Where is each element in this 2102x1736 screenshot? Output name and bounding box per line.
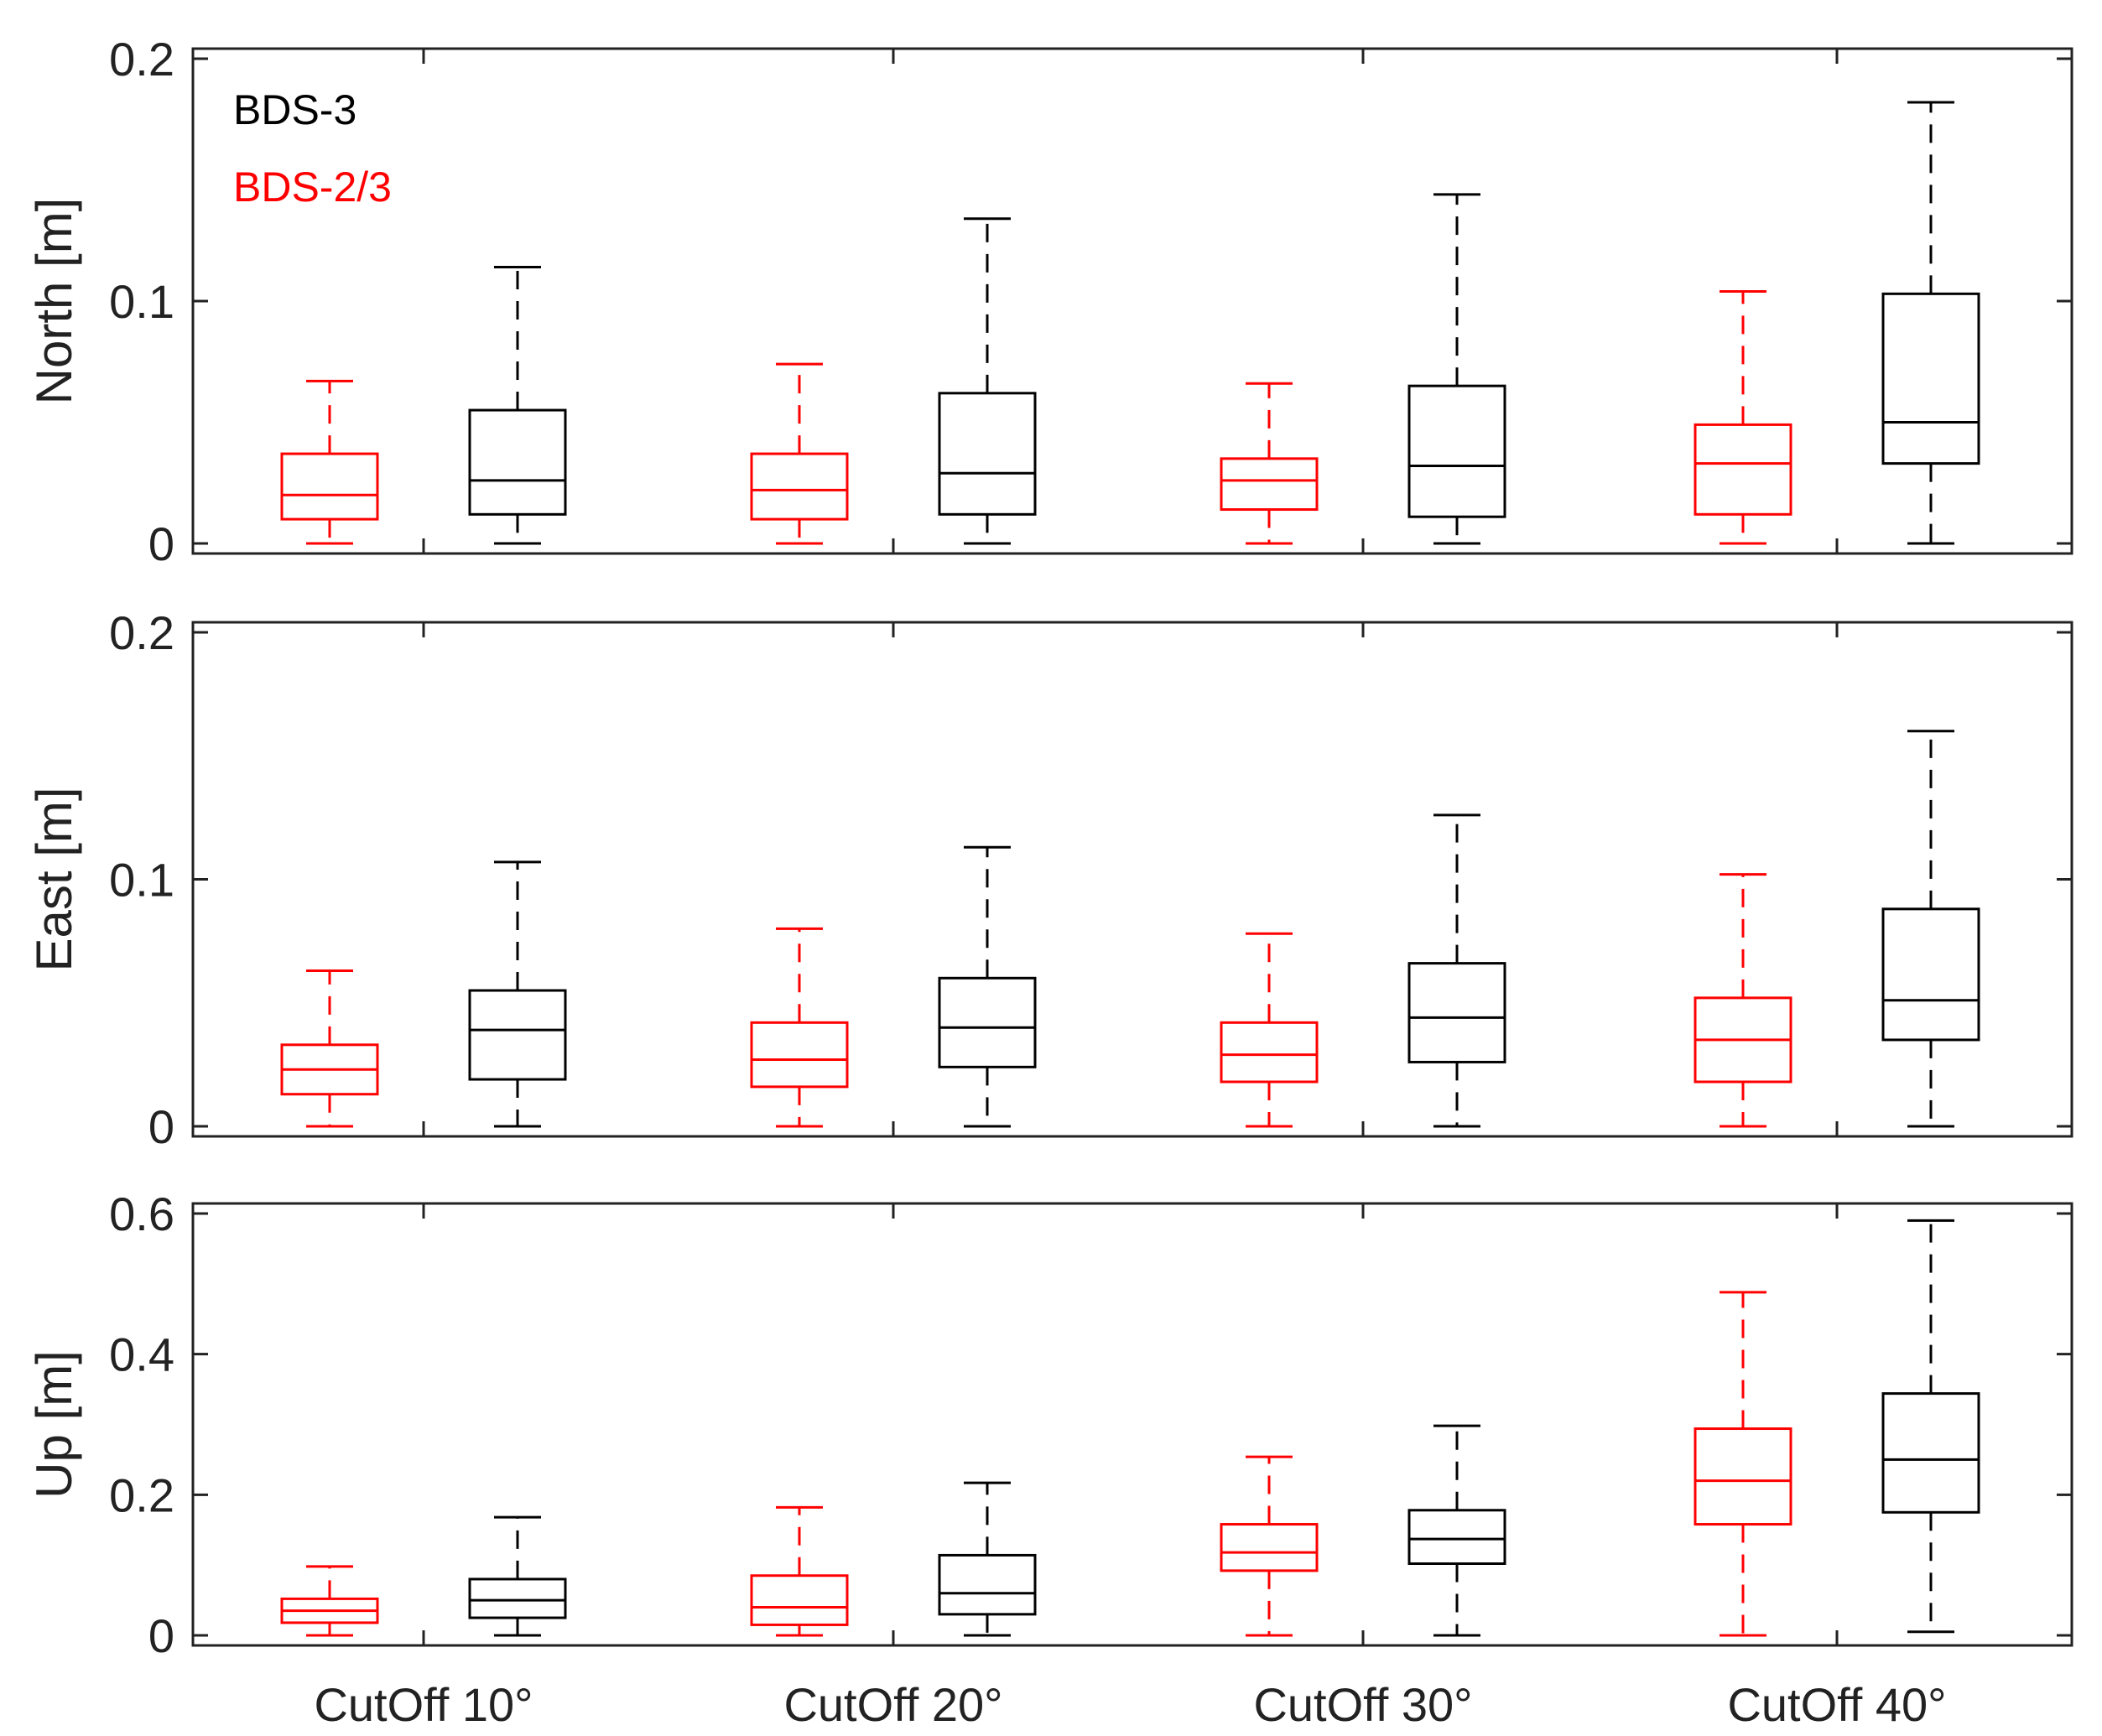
iqr-box: [468, 1577, 567, 1619]
y-tick-label: 0.4: [109, 1328, 174, 1381]
box-bds-3-4: [1881, 101, 1980, 545]
iqr-box: [1220, 457, 1319, 512]
iqr-box: [1694, 1427, 1792, 1526]
box-bds-2-3-1: [280, 1565, 379, 1637]
panel-3: 0 0.2 0.4 0.6 Up [m] CutOff 10° CutOff 20° CutO…: [26, 1188, 2073, 1731]
iqr-box: [1881, 1392, 1980, 1514]
legend-entry-bds23: BDS-2/3: [233, 164, 392, 211]
x-tick-label: CutOff 40°: [1727, 1678, 1946, 1731]
iqr-box: [1407, 384, 1506, 518]
box-bds-2-3-4: [1694, 289, 1792, 545]
iqr-box: [1407, 962, 1506, 1063]
box-bds-3-4: [1881, 730, 1980, 1128]
iqr-box: [750, 1021, 849, 1089]
y-tick-label: 0.1: [109, 275, 174, 328]
iqr-box: [280, 452, 379, 521]
box-bds-3-4: [1881, 1219, 1980, 1634]
box-bds-3-3: [1407, 1424, 1506, 1637]
iqr-box: [1881, 292, 1980, 465]
iqr-box: [750, 452, 849, 521]
legend-entry-bds3: BDS-3: [233, 86, 356, 133]
iqr-box: [1220, 1021, 1319, 1084]
iqr-box: [1220, 1523, 1319, 1572]
box-bds-2-3-4: [1694, 873, 1792, 1128]
box-bds-3-2: [938, 1481, 1037, 1637]
y-tick-label: 0: [148, 517, 174, 570]
box-bds-2-3-1: [280, 379, 379, 545]
y-tick-label: 0.2: [109, 33, 174, 86]
axes-frame: [191, 1202, 2073, 1647]
panel-1: 0 0.1 0.2 North [m]: [26, 33, 2073, 570]
box-bds-3-1: [468, 266, 567, 545]
y-tick-label: 0.6: [109, 1188, 174, 1240]
y-tick-label: 0: [148, 1100, 174, 1153]
box-bds-2-3-2: [750, 1505, 849, 1637]
y-axis-label: East [m]: [26, 787, 82, 971]
box-bds-2-3-3: [1220, 1455, 1319, 1637]
iqr-box: [938, 976, 1037, 1068]
iqr-box: [750, 1574, 849, 1626]
box-bds-2-3-2: [750, 362, 849, 545]
x-tick-label: CutOff 20°: [783, 1678, 1002, 1731]
box-bds-3-3: [1407, 193, 1506, 545]
box-bds-3-1: [468, 860, 567, 1128]
box-bds-2-3-3: [1220, 382, 1319, 545]
panels: 0 0.1 0.2 North [m] 0 0.1 0.2 East [m] 0 0.2 0.4 0.…: [26, 33, 2073, 1731]
box-bds-3-1: [468, 1515, 567, 1637]
box-bds-2-3-2: [750, 927, 849, 1128]
y-axis-label: Up [m]: [26, 1350, 82, 1499]
box-bds-2-3-3: [1220, 932, 1319, 1128]
iqr-box: [1881, 907, 1980, 1042]
y-axis-label: North [m]: [26, 198, 82, 405]
box-bds-3-2: [938, 845, 1037, 1128]
iqr-box: [1407, 1509, 1506, 1565]
y-tick-label: 0.2: [109, 606, 174, 659]
box-bds-2-3-1: [280, 969, 379, 1128]
iqr-box: [938, 1553, 1037, 1616]
legend: BDS-3 BDS-2/3: [233, 86, 392, 211]
x-tick-label: CutOff 10°: [314, 1678, 533, 1731]
iqr-box: [1694, 423, 1792, 516]
panel-2: 0 0.1 0.2 East [m]: [26, 606, 2073, 1153]
box-bds-3-2: [938, 217, 1037, 545]
iqr-box: [468, 408, 567, 516]
box-bds-3-3: [1407, 813, 1506, 1128]
iqr-box: [938, 392, 1037, 516]
iqr-box: [468, 989, 567, 1081]
y-tick-label: 0.2: [109, 1468, 174, 1521]
x-tick-label: CutOff 30°: [1253, 1678, 1472, 1731]
y-tick-label: 0.1: [109, 854, 174, 907]
y-tick-label: 0: [148, 1609, 174, 1662]
box-bds-2-3-4: [1694, 1291, 1792, 1637]
